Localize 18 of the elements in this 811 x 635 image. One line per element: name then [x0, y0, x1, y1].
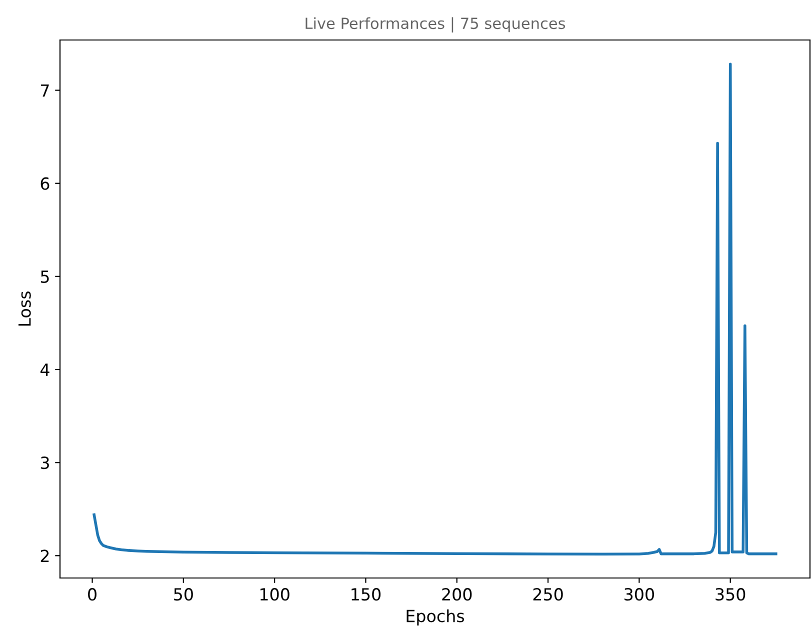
- y-axis-title: Loss: [18, 292, 31, 326]
- line-series: [92, 62, 778, 556]
- x-tick-label: 250: [533, 588, 563, 601]
- y-tick-label: 5: [40, 270, 49, 283]
- y-tick-label: 4: [40, 364, 50, 376]
- x-tick-label: 50: [174, 588, 193, 601]
- y-tick-label: 7: [41, 84, 49, 97]
- y-tick-label: 6: [40, 177, 50, 190]
- x-tick-label: 200: [442, 588, 472, 601]
- x-tick-label: 100: [260, 588, 290, 601]
- x-tick-label: 150: [352, 588, 381, 601]
- x-tick-label: 300: [624, 588, 654, 601]
- y-tick-label: 2: [40, 550, 49, 562]
- chart-title: Live Performances | 75 sequences: [306, 17, 566, 32]
- x-tick-label: 0: [88, 588, 96, 601]
- x-axis-title: Epochs: [406, 609, 464, 626]
- x-tick-label: 350: [716, 588, 746, 601]
- y-tick-label: 3: [40, 456, 49, 470]
